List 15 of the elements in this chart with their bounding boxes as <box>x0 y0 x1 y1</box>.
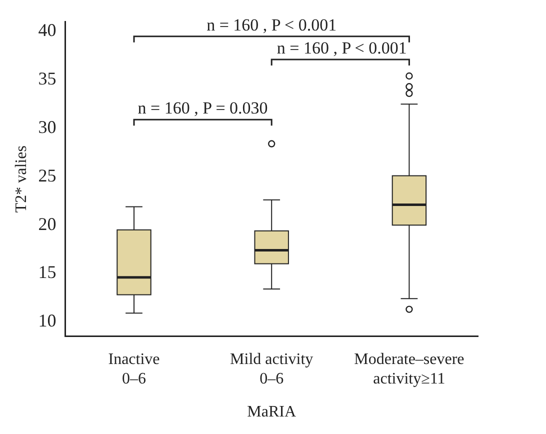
annotation: n = 160 , P < 0.001 <box>206 15 337 34</box>
y-tick-label: 10 <box>38 310 56 331</box>
y-tick-label: 15 <box>38 262 56 282</box>
x-axis-title: MaRIA <box>247 404 296 421</box>
x-tick-label: Moderate–severe activity≥11 <box>354 351 464 388</box>
y-axis-title: T2* valies <box>12 146 30 213</box>
y-tick-label: 30 <box>38 117 56 138</box>
y-tick-label: 25 <box>38 165 56 186</box>
y-tick-label: 35 <box>38 68 56 89</box>
annotation: n = 160 , P < 0.001 <box>276 38 407 58</box>
x-tick-label: Inactive 0–6 <box>108 351 160 388</box>
annotation: n = 160 , P = 0.030 <box>138 98 268 118</box>
x-tick-label: Mild activity 0–6 <box>230 351 314 388</box>
y-tick-label: 20 <box>38 214 56 234</box>
y-tick-label: 40 <box>38 20 56 40</box>
